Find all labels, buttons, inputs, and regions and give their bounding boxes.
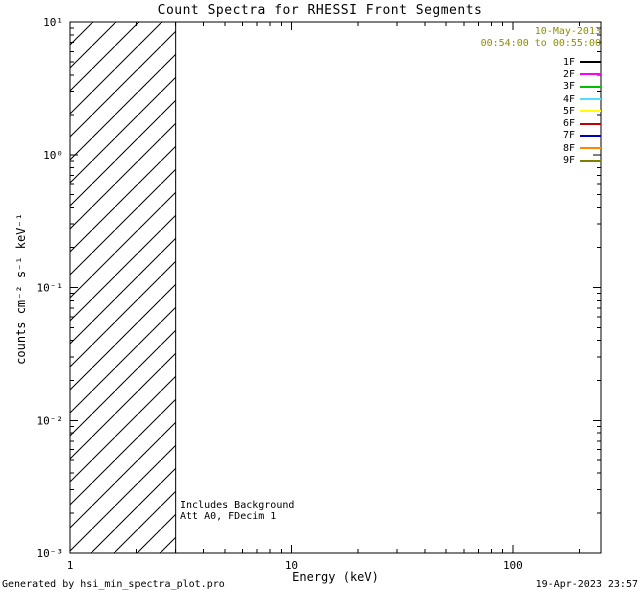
annotation-attenuator: Att A0, FDecim 1 xyxy=(180,511,277,522)
legend-entry: 9F xyxy=(481,154,601,166)
footer-timestamp: 19-Apr-2023 23:57 xyxy=(535,579,638,590)
legend-entry: 5F xyxy=(481,105,601,117)
legend-color-line xyxy=(580,73,601,76)
footer-generator: Generated by hsi_min_spectra_plot.pro xyxy=(2,579,225,590)
legend-color-line xyxy=(580,159,601,162)
y-tick-label: 10⁻¹ xyxy=(37,282,64,295)
annotation-background: Includes Background xyxy=(180,500,295,511)
legend: 10-May-2013 00:54:00 to 00:55:00 1F 2F 3F 4… xyxy=(481,26,601,167)
legend-entry: 3F xyxy=(481,81,601,93)
y-tick-label: 10¹ xyxy=(43,16,63,29)
y-tick-label: 10⁰ xyxy=(43,149,63,162)
plot-annotations: Includes Background Att A0, FDecim 1 xyxy=(180,500,294,522)
x-axis-label: Energy (keV) xyxy=(292,570,379,584)
x-tick-labels: 1 10 100 xyxy=(67,559,523,572)
legend-entry-label: 4F xyxy=(562,93,575,105)
legend-color-line xyxy=(580,61,601,64)
legend-entry-label: 7F xyxy=(562,130,575,142)
legend-color-line xyxy=(580,98,601,101)
chart-title: Count Spectra for RHESSI Front Segments xyxy=(157,3,483,18)
legend-entry: 2F xyxy=(481,68,601,80)
legend-color-line xyxy=(580,122,601,125)
y-axis-label: counts cm⁻² s⁻¹ keV⁻¹ xyxy=(14,213,28,365)
x-tick-label: 1 xyxy=(67,559,74,572)
legend-entry-label: 2F xyxy=(562,68,575,80)
y-axis-ticks xyxy=(70,21,601,554)
x-axis-ticks xyxy=(69,22,581,553)
legend-entry-label: 3F xyxy=(562,81,575,93)
x-tick-label: 10 xyxy=(285,559,298,572)
y-tick-labels: 10⁻³ 10⁻² 10⁻¹ 10⁰ 10¹ xyxy=(37,16,64,560)
legend-date: 10-May-2013 xyxy=(534,26,601,37)
legend-color-line xyxy=(580,85,601,88)
legend-entry: 8F xyxy=(481,142,601,154)
legend-color-line xyxy=(580,147,601,150)
legend-entry-label: 8F xyxy=(562,142,575,154)
legend-entry-label: 5F xyxy=(562,105,575,117)
legend-entries: 1F 2F 3F 4F 5F 6F 7F 8F 9F xyxy=(481,56,601,167)
y-tick-label: 10⁻³ xyxy=(37,547,64,560)
legend-time-range: 00:54:00 to 00:55:00 xyxy=(480,38,601,49)
legend-color-line xyxy=(580,110,601,113)
x-tick-label: 100 xyxy=(503,559,523,572)
legend-entry: 6F xyxy=(481,117,601,129)
hatched-region xyxy=(70,22,177,553)
legend-color-line xyxy=(580,134,601,137)
legend-entry-label: 6F xyxy=(562,118,575,130)
legend-entry-label: 9F xyxy=(562,155,575,167)
legend-entry: 4F xyxy=(481,93,601,105)
legend-entry-label: 1F xyxy=(562,56,575,68)
legend-entry: 1F xyxy=(481,56,601,68)
legend-entry: 7F xyxy=(481,130,601,142)
y-tick-label: 10⁻² xyxy=(37,414,64,427)
